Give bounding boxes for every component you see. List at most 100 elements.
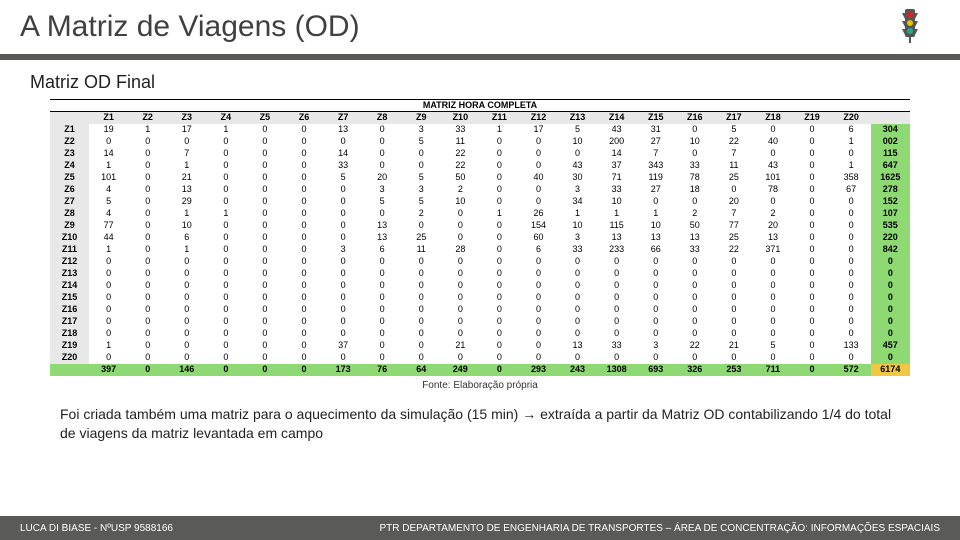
cell: 43 [753, 160, 792, 172]
cell: 343 [636, 160, 675, 172]
cell: 0 [519, 352, 558, 364]
cell: 0 [284, 244, 323, 256]
cell: 0 [519, 136, 558, 148]
col-total: 397 [89, 364, 128, 376]
cell: 0 [675, 148, 714, 160]
cell: 13 [167, 184, 206, 196]
cell: 0 [832, 268, 871, 280]
cell: 0 [167, 328, 206, 340]
cell: 0 [480, 316, 519, 328]
cell: 0 [675, 316, 714, 328]
cell: 0 [167, 316, 206, 328]
cell: 0 [480, 232, 519, 244]
cell: 27 [636, 184, 675, 196]
cell: 0 [558, 148, 597, 160]
cell: 22 [441, 160, 480, 172]
cell: 0 [480, 160, 519, 172]
col-total: 293 [519, 364, 558, 376]
cell: 40 [519, 172, 558, 184]
cell: 11 [714, 160, 753, 172]
cell: 43 [597, 124, 636, 136]
cell: 0 [636, 328, 675, 340]
cell: 0 [792, 244, 831, 256]
row-total: 278 [871, 184, 910, 196]
cell: 0 [206, 352, 245, 364]
cell: 3 [402, 124, 441, 136]
cell: 1 [480, 124, 519, 136]
cell: 0 [480, 256, 519, 268]
col-total: 173 [324, 364, 363, 376]
cell: 0 [402, 268, 441, 280]
cell: 0 [636, 316, 675, 328]
cell: 0 [284, 196, 323, 208]
row-header: Z20 [50, 352, 89, 364]
col-total: 693 [636, 364, 675, 376]
row-header: Z18 [50, 328, 89, 340]
cell: 0 [832, 280, 871, 292]
row-header: Z17 [50, 316, 89, 328]
cell: 0 [832, 148, 871, 160]
cell: 71 [597, 172, 636, 184]
cell: 21 [441, 340, 480, 352]
col-header: Z18 [753, 112, 792, 124]
row-total: 115 [871, 148, 910, 160]
cell: 200 [597, 136, 636, 148]
cell: 0 [597, 268, 636, 280]
cell: 0 [441, 220, 480, 232]
cell: 1 [89, 340, 128, 352]
cell: 0 [89, 328, 128, 340]
col-header: Z1 [89, 112, 128, 124]
cell: 6 [167, 232, 206, 244]
cell: 0 [284, 340, 323, 352]
row-total: 0 [871, 256, 910, 268]
cell: 1 [832, 160, 871, 172]
col-header: Z5 [245, 112, 284, 124]
cell: 0 [128, 256, 167, 268]
cell: 0 [558, 316, 597, 328]
cell: 0 [128, 352, 167, 364]
cell: 0 [402, 160, 441, 172]
cell: 0 [792, 220, 831, 232]
cell: 0 [480, 220, 519, 232]
cell: 0 [128, 160, 167, 172]
cell: 0 [558, 352, 597, 364]
cell: 0 [402, 220, 441, 232]
cell: 0 [597, 292, 636, 304]
cell: 0 [441, 304, 480, 316]
col-header: Z2 [128, 112, 167, 124]
cell: 33 [597, 340, 636, 352]
cell: 0 [363, 148, 402, 160]
cell: 0 [363, 316, 402, 328]
cell: 28 [441, 244, 480, 256]
cell: 0 [324, 256, 363, 268]
cell: 0 [480, 268, 519, 280]
cell: 0 [753, 328, 792, 340]
cell: 0 [245, 256, 284, 268]
cell: 358 [832, 172, 871, 184]
row-header: Z15 [50, 292, 89, 304]
cell: 0 [89, 304, 128, 316]
traffic-light-icon [890, 5, 930, 50]
cell: 0 [714, 184, 753, 196]
cell: 0 [519, 256, 558, 268]
row-total: 0 [871, 292, 910, 304]
cell: 0 [245, 352, 284, 364]
col-total: 0 [792, 364, 831, 376]
cell: 0 [89, 268, 128, 280]
col-total: 76 [363, 364, 402, 376]
cell: 30 [558, 172, 597, 184]
col-total: 146 [167, 364, 206, 376]
cell: 31 [636, 124, 675, 136]
cell: 0 [363, 268, 402, 280]
row-header: Z13 [50, 268, 89, 280]
cell: 0 [284, 220, 323, 232]
cell: 7 [167, 148, 206, 160]
cell: 0 [245, 268, 284, 280]
cell: 233 [597, 244, 636, 256]
row-header: Z10 [50, 232, 89, 244]
cell: 101 [89, 172, 128, 184]
matrix-table-container: MATRIZ HORA COMPLETA Z1Z2Z3Z4Z5Z6Z7Z8Z9Z… [50, 99, 910, 376]
cell: 0 [480, 136, 519, 148]
row-header: Z19 [50, 340, 89, 352]
cell: 5 [402, 172, 441, 184]
